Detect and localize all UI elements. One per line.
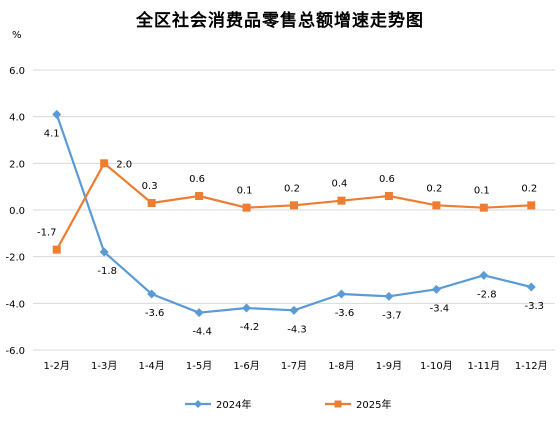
data-label: 0.6 xyxy=(379,174,395,185)
data-point xyxy=(289,305,299,315)
data-point xyxy=(99,247,109,257)
y-tick-label: 2.0 xyxy=(9,159,25,170)
data-label: -4.4 xyxy=(192,327,212,338)
x-tick-label: 1-9月 xyxy=(376,360,402,372)
x-tick-label: 1-11月 xyxy=(467,360,500,372)
legend-label: 2025年 xyxy=(356,398,391,411)
data-label: -2.8 xyxy=(477,289,497,300)
x-tick-label: 1-5月 xyxy=(186,360,212,372)
data-label: 2.0 xyxy=(116,159,132,170)
data-point xyxy=(147,289,157,299)
data-point xyxy=(432,201,441,210)
data-point xyxy=(526,282,536,292)
legend: 2024年 2025年 xyxy=(185,398,391,411)
x-axis-ticks: 1-2月 1-3月 1-4月 1-5月 1-6月 1-7月 1-8月 1-9月 1-10月 1-1… xyxy=(44,360,548,372)
data-point xyxy=(431,284,441,294)
y-axis-unit: % xyxy=(12,30,22,41)
data-label: -3.7 xyxy=(382,310,402,321)
data-point xyxy=(195,192,204,200)
data-point xyxy=(147,199,156,207)
chart-title: 全区社会消费品零售总额增速走势图 xyxy=(136,11,424,31)
series-line-2024年 xyxy=(55,113,532,314)
y-tick-label: 0.0 xyxy=(9,206,25,217)
data-label: -3.6 xyxy=(145,308,165,319)
data-point xyxy=(242,303,252,313)
data-label: 0.6 xyxy=(189,174,205,185)
data-label: 0.1 xyxy=(474,186,490,197)
data-point xyxy=(527,201,536,210)
x-tick-label: 1-8月 xyxy=(328,360,354,372)
data-label: -3.3 xyxy=(525,301,545,312)
data-label: -1.8 xyxy=(97,266,117,277)
data-label: 0.2 xyxy=(426,183,442,194)
data-label: -3.4 xyxy=(430,303,450,314)
data-label: -3.6 xyxy=(335,308,355,319)
data-point xyxy=(336,289,346,299)
data-point xyxy=(384,192,393,200)
data-point xyxy=(479,270,489,280)
series-group: 4.1 -1.8 -3.6 -4.4 -4.2 -4.3 -3.6 -3.7 -3.4 -2.8 -… xyxy=(37,109,545,338)
data-label: 0.2 xyxy=(521,183,537,194)
y-tick-label: 4.0 xyxy=(9,113,25,124)
y-tick-label: -6.0 xyxy=(5,346,25,357)
data-point xyxy=(242,203,251,212)
y-tick-label: 6.0 xyxy=(9,66,25,77)
data-label: 0.2 xyxy=(284,183,300,194)
y-axis-ticks: 6.0 4.0 2.0 0.0 -2.0 -4.0 -6.0 xyxy=(5,66,25,357)
x-tick-label: 1-2月 xyxy=(44,360,70,372)
data-point xyxy=(290,201,298,210)
data-label: 0.1 xyxy=(237,186,253,197)
x-tick-label: 1-6月 xyxy=(233,360,259,372)
legend-label: 2024年 xyxy=(216,398,251,411)
legend-marker xyxy=(334,400,342,408)
data-label: 0.3 xyxy=(142,181,158,192)
x-tick-label: 1-3月 xyxy=(91,360,117,372)
data-point xyxy=(194,308,204,318)
y-tick-label: -4.0 xyxy=(5,299,25,310)
x-tick-label: 1-7月 xyxy=(281,360,307,372)
data-label: -1.7 xyxy=(37,228,57,239)
data-label: 4.1 xyxy=(44,128,60,139)
x-tick-label: 1-4月 xyxy=(138,360,164,372)
grid-lines xyxy=(33,69,555,351)
data-point xyxy=(100,159,109,168)
data-point xyxy=(52,109,62,119)
legend-marker xyxy=(194,400,202,408)
data-point xyxy=(479,203,488,212)
data-point xyxy=(52,245,61,254)
data-label: -4.2 xyxy=(240,322,260,333)
y-tick-label: -2.0 xyxy=(5,253,25,264)
x-tick-label: 1-10月 xyxy=(420,360,453,372)
data-point xyxy=(384,291,394,301)
data-label: -4.3 xyxy=(287,324,307,335)
data-label: 0.4 xyxy=(332,179,348,190)
data-point xyxy=(337,196,346,205)
x-tick-label: 1-12月 xyxy=(515,360,548,372)
